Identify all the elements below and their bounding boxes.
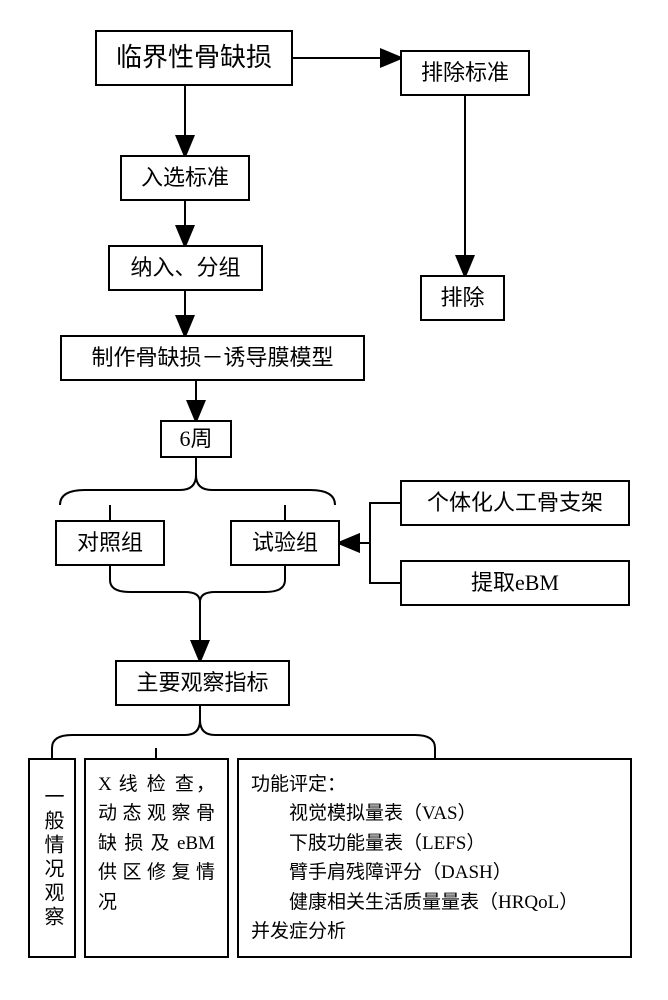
label: 对照组 [77,529,143,558]
node-ebm: 提取eBM [400,560,630,606]
node-model: 制作骨缺损－诱导膜模型 [60,335,365,381]
label: 提取eBM [471,569,559,598]
label: 制作骨缺损－诱导膜模型 [91,344,333,373]
label: 排除 [440,284,484,313]
label: 临界性骨缺损 [116,41,272,75]
node-start: 临界性骨缺损 [95,30,293,86]
node-enroll: 纳入、分组 [108,245,263,291]
node-xray: X 线 检 查，动 态 观 察 骨 缺 损 及 eBM 供 区 修 复 情 况 [84,758,229,958]
node-scaffold: 个体化人工骨支架 [400,480,630,526]
node-test: 试验组 [230,520,340,566]
label: 纳入、分组 [130,254,240,283]
label: X 线 检 查，动 态 观 察 骨 缺 损 及 eBM 供 区 修 复 情 况 [98,770,215,917]
node-control: 对照组 [55,520,165,566]
label: 试验组 [252,529,318,558]
label: 排除标准 [421,59,509,88]
label: 6周 [179,425,212,454]
node-excl-criteria: 排除标准 [400,50,530,96]
node-incl-criteria: 入选标准 [120,155,250,201]
label: 主要观察指标 [136,669,268,698]
label: 功能评定： 视觉模拟量表（VAS） 下肢功能量表（LEFS） 臂手肩残障评分（D… [251,770,578,947]
label: 入选标准 [141,164,229,193]
node-outcome: 主要观察指标 [115,660,290,706]
label: 个体化人工骨支架 [427,489,603,518]
label: 一般情况观察 [39,786,65,930]
node-general: 一般情况观察 [28,758,76,958]
node-excluded: 排除 [420,275,505,321]
node-func: 功能评定： 视觉模拟量表（VAS） 下肢功能量表（LEFS） 臂手肩残障评分（D… [237,758,632,958]
node-weeks: 6周 [160,420,232,458]
